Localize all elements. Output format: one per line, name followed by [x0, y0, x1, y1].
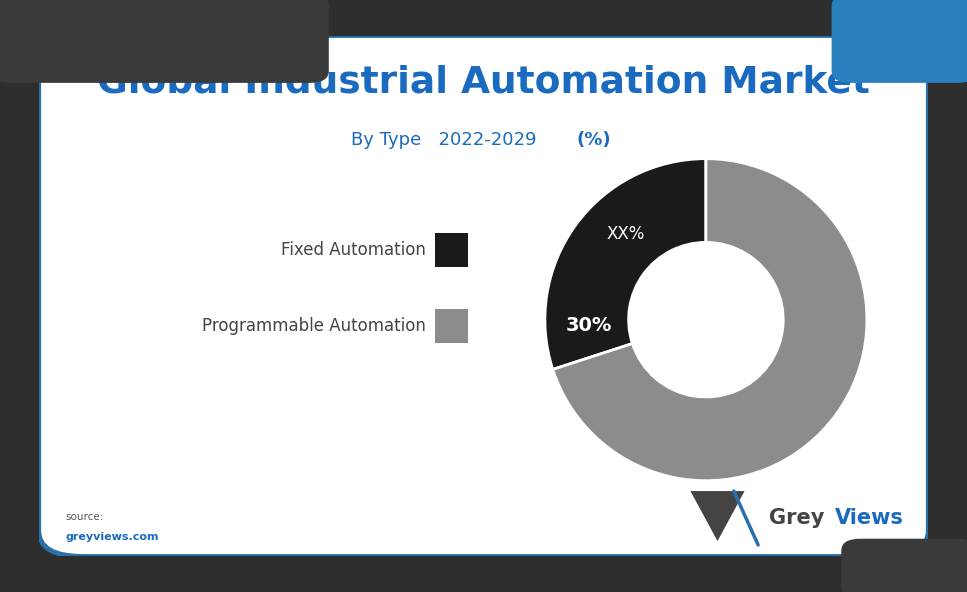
Text: 30%: 30%: [566, 316, 612, 335]
Text: greyviews.com: greyviews.com: [66, 532, 159, 542]
Text: By Type   2022-2029: By Type 2022-2029: [351, 131, 537, 149]
FancyBboxPatch shape: [39, 36, 928, 556]
FancyBboxPatch shape: [841, 539, 967, 592]
Wedge shape: [544, 159, 706, 369]
FancyBboxPatch shape: [434, 309, 468, 343]
FancyBboxPatch shape: [0, 0, 329, 83]
Text: XX%: XX%: [606, 225, 645, 243]
Polygon shape: [690, 491, 745, 541]
Text: Grey: Grey: [769, 508, 824, 528]
FancyBboxPatch shape: [434, 233, 468, 268]
Text: (%): (%): [576, 131, 610, 149]
Text: Fixed Automation: Fixed Automation: [280, 242, 425, 259]
Wedge shape: [553, 159, 867, 481]
Text: source:: source:: [66, 513, 103, 522]
Text: Global Industrial Automation Market: Global Industrial Automation Market: [97, 65, 870, 101]
Text: Programmable Automation: Programmable Automation: [202, 317, 425, 335]
Text: Views: Views: [835, 508, 904, 528]
FancyBboxPatch shape: [832, 0, 967, 83]
